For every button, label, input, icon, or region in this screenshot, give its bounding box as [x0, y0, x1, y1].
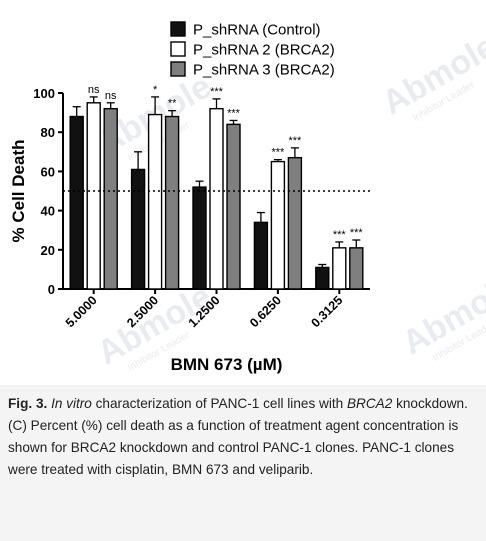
- significance-label: ***: [350, 227, 364, 239]
- chart-area: Abmole Inhibitor Leader Abmole Inhibitor…: [9, 21, 486, 374]
- x-tick-label: 2.5000: [124, 293, 161, 330]
- significance-label: ***: [210, 86, 224, 98]
- y-tick-label: 100: [33, 86, 55, 101]
- figure-caption: Fig. 3. In vitro characterization of PAN…: [0, 385, 486, 541]
- bar: [349, 247, 364, 290]
- y-tick-label: 20: [41, 243, 55, 258]
- x-tick-label: 0.6250: [247, 293, 284, 330]
- legend-swatch: [170, 41, 186, 57]
- significance-label: *: [153, 84, 158, 96]
- significance-label: ***: [288, 135, 302, 147]
- bar: [209, 107, 224, 290]
- x-tick-label: 0.3125: [308, 293, 345, 330]
- y-tick-label: 80: [41, 125, 55, 140]
- bar: [332, 247, 347, 290]
- significance-label: ns: [105, 90, 117, 102]
- bar: [86, 102, 101, 290]
- x-axis-label: BMN 673 (µM): [171, 355, 283, 374]
- significance-label: ***: [271, 147, 285, 159]
- caption-text: characterization of PANC-1 cell lines wi…: [91, 396, 347, 411]
- significance-label: ***: [227, 107, 241, 119]
- legend-swatch: [170, 61, 186, 77]
- y-tick-label: 0: [48, 282, 55, 297]
- legend-label: P_shRNA 2 (BRCA2): [193, 42, 335, 59]
- bar: [253, 221, 269, 290]
- bar-chart: 0 20 40 60 80 100 % Cell Death 5.0000 ns ns 2.5000…: [9, 21, 370, 374]
- legend-label: P_shRNA 3 (BRCA2): [193, 62, 335, 79]
- significance-label: ***: [333, 229, 347, 241]
- caption-text: knockdown. (C) Percent (%) cell death as…: [8, 396, 468, 477]
- caption-italic-gene: BRCA2: [346, 396, 393, 411]
- bar: [192, 186, 207, 290]
- figure-label: Fig. 3.: [8, 396, 48, 411]
- legend-swatch: [170, 21, 186, 37]
- x-tick-label: 5.0000: [63, 293, 100, 330]
- bar: [270, 160, 286, 290]
- bar: [226, 123, 241, 290]
- caption-italic-invitro: In vitro: [51, 396, 92, 411]
- y-tick-label: 40: [41, 204, 55, 219]
- significance-label: **: [168, 98, 177, 110]
- x-tick-label: 1.2500: [186, 293, 223, 330]
- legend-label: P_shRNA (Control): [193, 22, 321, 39]
- bar: [164, 115, 180, 290]
- bar: [130, 168, 146, 290]
- significance-label: ns: [88, 84, 100, 96]
- y-axis-label: % Cell Death: [9, 140, 28, 243]
- bar: [103, 107, 118, 290]
- bar: [147, 113, 163, 290]
- bar: [287, 156, 303, 290]
- bar: [69, 115, 84, 290]
- bar: [315, 266, 330, 290]
- y-tick-label: 60: [41, 164, 55, 179]
